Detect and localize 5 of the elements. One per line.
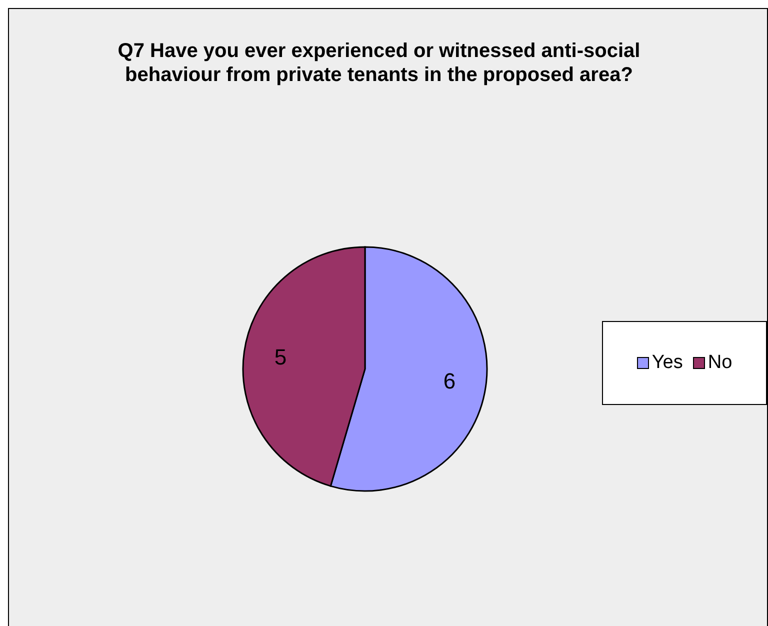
data-label: 5 (274, 344, 287, 370)
chart-title: Q7 Have you ever experienced or witnessed anti-social behaviour from private tenants in the proposed area? (116, 39, 642, 87)
data-label: 6 (443, 368, 456, 394)
legend-label: Yes (652, 352, 683, 374)
legend-label: No (708, 352, 732, 374)
